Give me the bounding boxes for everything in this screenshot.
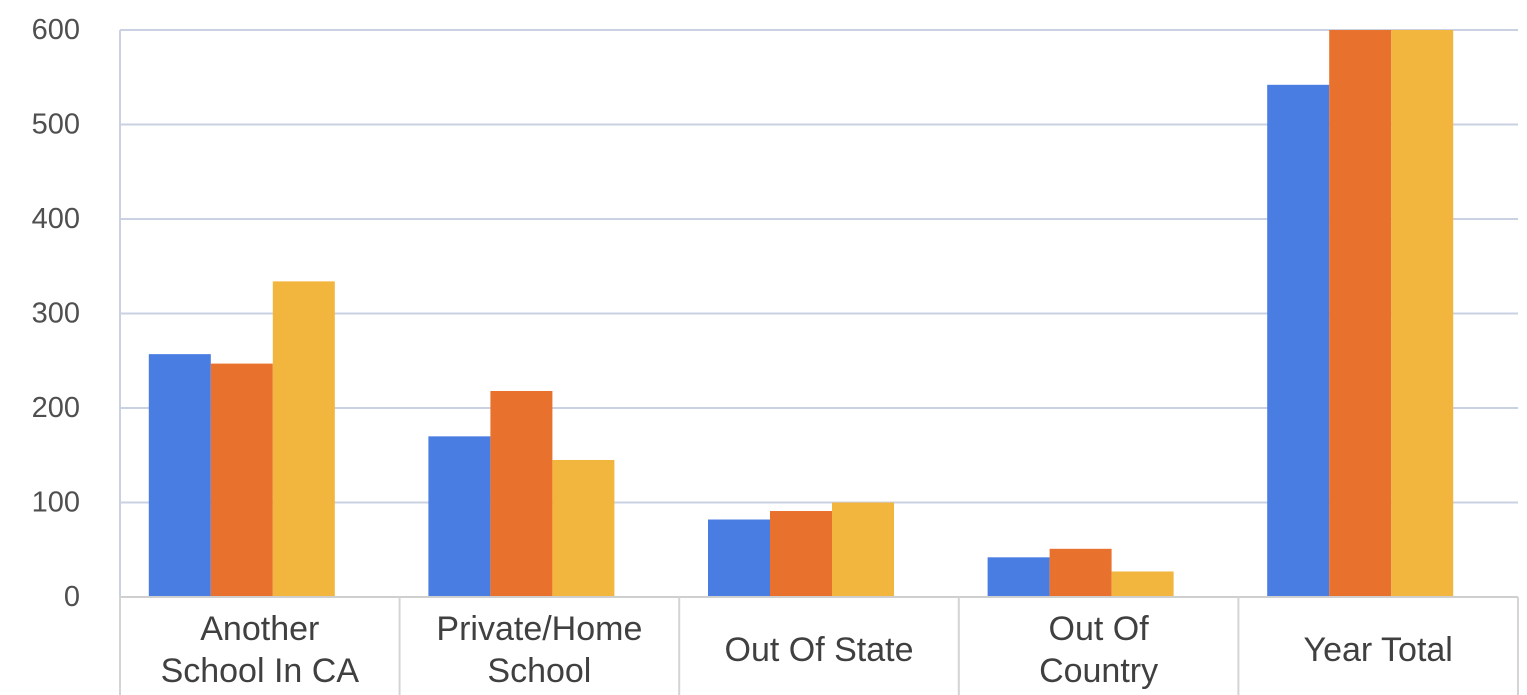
x-tick-label: School In CA: [161, 652, 360, 690]
bar: [1111, 571, 1174, 597]
bar: [210, 363, 273, 597]
bar: [1267, 84, 1330, 597]
bar: [987, 557, 1050, 597]
x-tick-label: Country: [1039, 652, 1158, 690]
bar: [148, 354, 211, 597]
bar: [1049, 548, 1112, 597]
bar: [832, 502, 894, 597]
y-tick-label: 300: [32, 298, 80, 330]
x-tick-label: Year Total: [1304, 631, 1453, 669]
bar: [1391, 30, 1454, 597]
bar: [552, 459, 615, 597]
bar: [428, 436, 491, 597]
y-tick-label: 500: [32, 109, 80, 141]
x-tick-label: School: [487, 652, 591, 690]
bar: [770, 511, 832, 597]
x-tick-label: Out Of: [1049, 610, 1150, 648]
bars: [148, 30, 1454, 597]
x-tick-label: Private/Home: [436, 610, 642, 648]
bar: [708, 519, 770, 597]
y-tick-label: 600: [32, 14, 80, 46]
y-tick-label: 400: [32, 203, 80, 235]
y-tick-label: 200: [32, 392, 80, 424]
x-tick-label: Out Of State: [725, 631, 914, 669]
bar: [272, 281, 335, 597]
x-tick-label: Another: [200, 610, 319, 648]
y-tick-label: 100: [32, 487, 80, 519]
x-axis-category-labels: Another School In CA Private/Home School Out…: [161, 610, 1453, 690]
bar: [490, 390, 553, 597]
x-axis: [119, 596, 1519, 695]
bar: [1329, 30, 1392, 597]
y-tick-label: 0: [64, 581, 80, 613]
y-axis-tick-labels: 0 100 200 300 400 500 600: [32, 14, 80, 613]
